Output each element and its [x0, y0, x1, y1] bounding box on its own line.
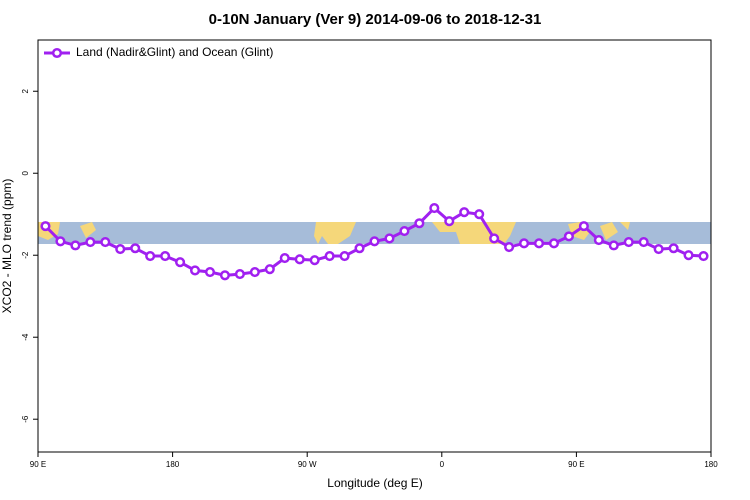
data-point	[489, 233, 500, 244]
legend-marker	[51, 47, 63, 59]
data-point	[160, 250, 171, 262]
data-point	[175, 257, 186, 268]
data-point	[548, 238, 560, 249]
x-axis-label: Longitude (deg E)	[327, 476, 422, 490]
data-point	[638, 237, 649, 248]
data-point	[519, 238, 530, 249]
data-point	[653, 244, 664, 255]
data-point	[130, 243, 141, 254]
data-point	[698, 250, 709, 262]
legend-label: Land (Nadir&Glint) and Ocean (Glint)	[76, 45, 273, 59]
data-point	[234, 269, 245, 280]
data-point	[444, 216, 455, 227]
data-point	[399, 225, 410, 237]
data-point	[249, 266, 260, 278]
x-tick-label: 90 W	[298, 460, 317, 469]
y-axis-label: XCO2 - MLO trend (ppm)	[0, 179, 14, 314]
chart-title: 0-10N January (Ver 9) 2014-09-06 to 2018…	[209, 11, 542, 28]
y-tick-label: -4	[21, 333, 30, 341]
data-point	[414, 218, 425, 229]
data-point	[324, 250, 335, 262]
data-point	[339, 250, 350, 262]
data-point	[474, 209, 485, 220]
data-point	[593, 235, 604, 246]
data-point	[578, 221, 589, 232]
x-tick-label: 180	[704, 460, 718, 469]
data-point	[429, 203, 440, 214]
data-point	[115, 244, 126, 255]
map-background	[38, 222, 711, 244]
x-tick-label: 90 E	[30, 460, 46, 469]
data-point	[683, 250, 694, 261]
data-point	[354, 243, 365, 254]
data-point	[623, 237, 634, 248]
data-point	[459, 207, 470, 218]
data-point	[85, 237, 96, 248]
data-point	[294, 254, 305, 265]
x-tick-label: 180	[166, 460, 180, 469]
data-point	[264, 264, 275, 275]
data-point	[369, 236, 380, 247]
y-tick-label: 0	[21, 170, 30, 175]
data-point	[563, 231, 574, 242]
data-point	[504, 241, 515, 253]
y-tick-label: -2	[21, 251, 30, 259]
data-point	[219, 270, 230, 281]
y-tick-label: -6	[21, 415, 30, 423]
data-point	[55, 236, 66, 247]
data-point	[40, 221, 51, 232]
data-point	[668, 243, 679, 254]
data-point	[204, 266, 216, 278]
data-point	[309, 255, 320, 266]
data-point	[279, 253, 290, 264]
x-tick-label: 0	[440, 460, 445, 469]
data-point	[533, 238, 545, 249]
data-point	[70, 240, 81, 251]
data-point	[145, 250, 156, 262]
x-tick-label: 90 E	[568, 460, 584, 469]
data-point	[189, 265, 201, 276]
plot-frame	[37, 39, 712, 453]
y-tick-label: 2	[21, 88, 30, 93]
data-point	[608, 240, 619, 251]
data-point	[384, 233, 395, 244]
data-point	[100, 237, 111, 248]
